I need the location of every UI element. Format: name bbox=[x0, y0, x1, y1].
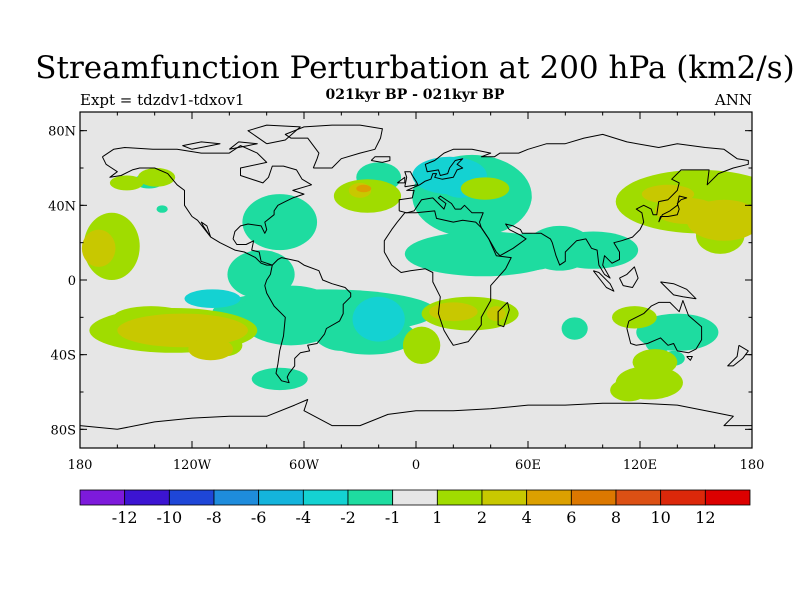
season-label: ANN bbox=[714, 91, 752, 109]
colorbar-swatch bbox=[392, 489, 438, 506]
contour-region bbox=[561, 317, 588, 340]
axis-ticks: 180 120W 60W 0 60E 120E 180 80N 40N 0 40S 80S bbox=[48, 112, 764, 473]
contour-region bbox=[548, 231, 639, 269]
colorbar-label: 1 bbox=[432, 508, 442, 527]
colorbar-swatch bbox=[526, 489, 572, 506]
colorbar-label: 4 bbox=[522, 508, 532, 527]
colorbar-swatch bbox=[258, 489, 304, 506]
y-tick-label: 0 bbox=[68, 274, 76, 289]
x-tick-label: 120E bbox=[623, 458, 657, 473]
contour-region bbox=[109, 175, 144, 191]
coastline bbox=[404, 171, 419, 188]
colorbar: -12 -10 -8 -6 -4 -2 -1 1 2 4 6 8 10 12 bbox=[79, 489, 751, 527]
y-tick-label: 40S bbox=[51, 349, 76, 364]
x-tick-label: 180 bbox=[68, 458, 93, 473]
contour-region bbox=[184, 289, 241, 308]
colorbar-label: 10 bbox=[650, 508, 670, 527]
coastline bbox=[264, 257, 352, 384]
contour-region bbox=[352, 296, 405, 342]
contour-region bbox=[356, 184, 372, 193]
colorbar-label: -8 bbox=[206, 508, 222, 527]
x-tick-label: 120W bbox=[173, 458, 212, 473]
x-tick-label: 60E bbox=[515, 458, 541, 473]
coastline bbox=[247, 124, 301, 145]
colorbar-swatch bbox=[124, 489, 170, 506]
colorbar-label: -6 bbox=[251, 508, 267, 527]
coastline bbox=[626, 300, 703, 354]
y-tick-label: 80S bbox=[51, 423, 76, 438]
colorbar-label: -10 bbox=[156, 508, 182, 527]
colorbar-swatch bbox=[570, 489, 617, 506]
y-tick-label: 40N bbox=[48, 199, 76, 214]
coastline bbox=[686, 356, 693, 361]
contour-region bbox=[333, 179, 402, 213]
contour-region bbox=[402, 326, 441, 365]
colorbar-swatch bbox=[168, 489, 215, 506]
colorbar-label: 12 bbox=[695, 508, 715, 527]
contour-region bbox=[654, 197, 719, 224]
contour-region bbox=[610, 378, 648, 402]
colorbar-swatch bbox=[704, 489, 751, 506]
colorbar-swatch bbox=[302, 489, 349, 506]
coastline bbox=[101, 145, 312, 266]
colorbar-swatch bbox=[481, 489, 528, 506]
colorbar-swatch bbox=[213, 489, 260, 506]
contour-region bbox=[227, 250, 295, 299]
coastline bbox=[370, 156, 391, 163]
coastline bbox=[619, 266, 639, 288]
coastline bbox=[658, 195, 688, 223]
colorbar-swatch bbox=[615, 489, 662, 506]
colorbar-label: 8 bbox=[611, 508, 621, 527]
contour-region bbox=[81, 229, 116, 267]
contour-region bbox=[242, 194, 318, 251]
contour-region bbox=[117, 313, 248, 348]
coastline bbox=[228, 141, 258, 150]
coastline bbox=[727, 344, 749, 367]
x-tick-label: 60W bbox=[289, 458, 320, 473]
contour-fields bbox=[81, 154, 752, 402]
experiment-label: Expt = tdzdv1-tdxov1 bbox=[80, 91, 245, 109]
contour-region bbox=[156, 205, 168, 213]
colorbar-swatch bbox=[347, 489, 394, 506]
colorbar-swatch bbox=[660, 489, 706, 506]
contour-region bbox=[486, 306, 506, 322]
contour-region bbox=[460, 177, 510, 200]
colorbar-label: 2 bbox=[477, 508, 487, 527]
colorbar-swatch bbox=[79, 489, 126, 506]
x-tick-label: 0 bbox=[412, 458, 420, 473]
coastlines bbox=[80, 124, 752, 430]
y-tick-label: 80N bbox=[48, 125, 76, 140]
contour-region bbox=[645, 334, 672, 353]
contour-region bbox=[612, 306, 657, 329]
period-label: 021kyr BP - 021kyr BP bbox=[325, 87, 505, 103]
coastline bbox=[592, 270, 615, 292]
coastline bbox=[284, 124, 383, 169]
contour-region bbox=[429, 302, 478, 322]
contour-region bbox=[641, 184, 695, 204]
coastline bbox=[398, 133, 749, 279]
plot-title: Streamfunction Perturbation at 200 hPa (… bbox=[35, 50, 795, 86]
colorbar-label: -2 bbox=[340, 508, 356, 527]
colorbar-label: -12 bbox=[112, 508, 138, 527]
coastline bbox=[80, 399, 752, 430]
coastline bbox=[182, 141, 221, 150]
colorbar-swatch bbox=[436, 489, 483, 506]
contour-region bbox=[137, 168, 176, 187]
x-tick-label: 180 bbox=[740, 458, 765, 473]
coastline bbox=[397, 176, 406, 184]
colorbar-label: 6 bbox=[566, 508, 576, 527]
coastline bbox=[497, 302, 510, 328]
coastline bbox=[383, 210, 512, 346]
colorbar-label: -1 bbox=[385, 508, 401, 527]
coastline bbox=[660, 281, 697, 300]
contour-region bbox=[188, 337, 234, 361]
colorbar-label: -4 bbox=[296, 508, 312, 527]
